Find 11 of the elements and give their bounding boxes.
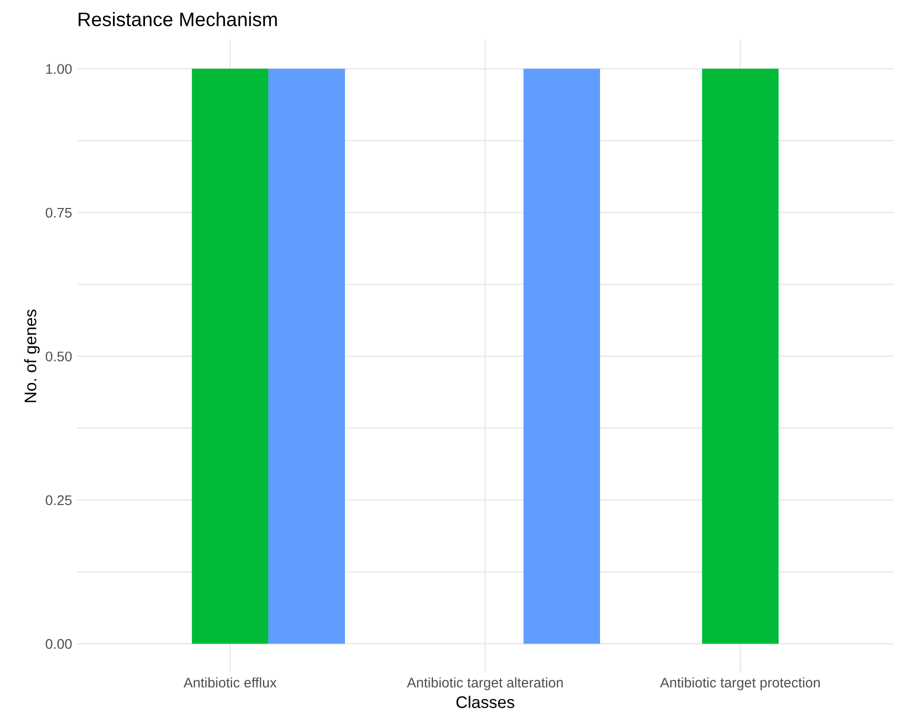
y-tick-label: 0.25 — [46, 495, 72, 506]
x-tick-label: Antibiotic target protection — [660, 677, 820, 690]
y-tick-label: 0.00 — [46, 639, 72, 649]
y-tick-label: 1.00 — [46, 64, 72, 74]
x-axis-title: Classes — [456, 696, 514, 708]
x-tick-label: Antibiotic efflux — [184, 677, 277, 688]
chart-title: Resistance Mechanism — [78, 12, 277, 26]
x-tick-label: Antibiotic target alteration — [406, 677, 563, 690]
y-tick-label: 0.75 — [46, 208, 72, 218]
y-tick-label: 0.50 — [46, 352, 72, 362]
y-axis-title: No. of genes — [24, 310, 40, 402]
